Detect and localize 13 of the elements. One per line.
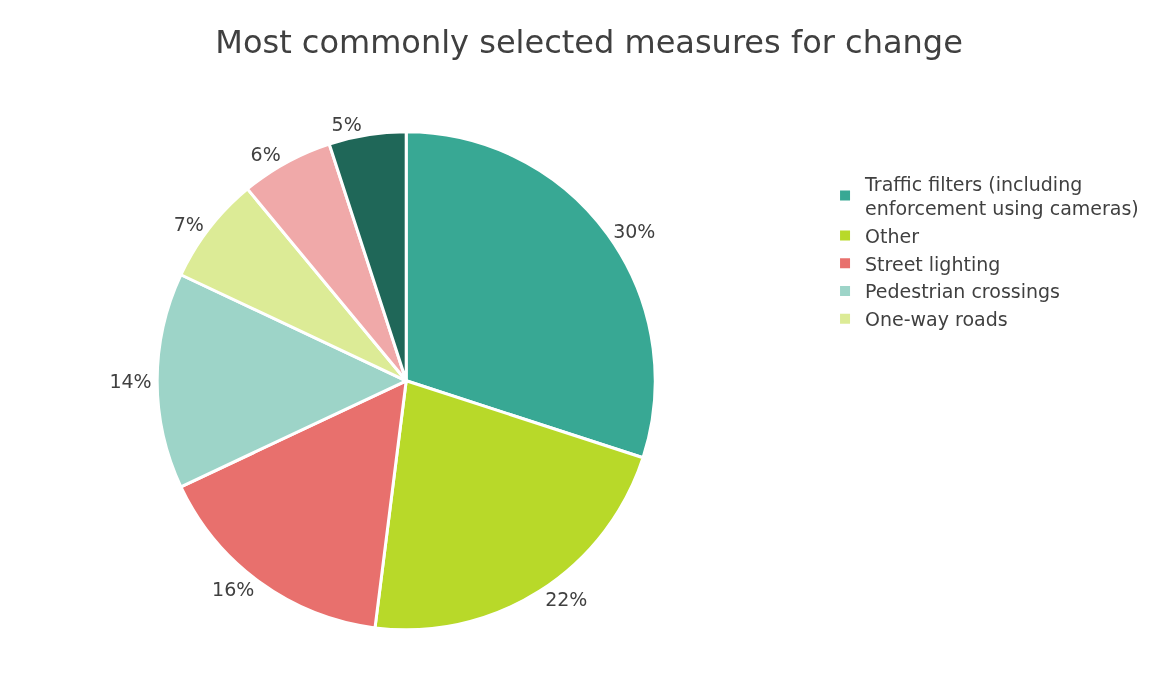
legend-label: Traffic filters (including enforcement using cameras): [864, 172, 1139, 220]
data-label: 6%: [250, 143, 281, 166]
data-label: 22%: [545, 587, 588, 610]
chart-title: Most commonly selected measures for change: [215, 23, 963, 62]
data-label: 7%: [173, 213, 204, 236]
legend-label: Street lighting: [865, 252, 1001, 275]
legend-label: Other: [865, 224, 920, 247]
legend-label: Pedestrian crossings: [865, 280, 1060, 303]
data-label: 5%: [331, 113, 362, 136]
data-label: 14%: [109, 369, 152, 392]
data-label: 30%: [613, 219, 656, 242]
data-label: 16%: [212, 578, 255, 601]
legend-label: One-way roads: [865, 308, 1008, 331]
